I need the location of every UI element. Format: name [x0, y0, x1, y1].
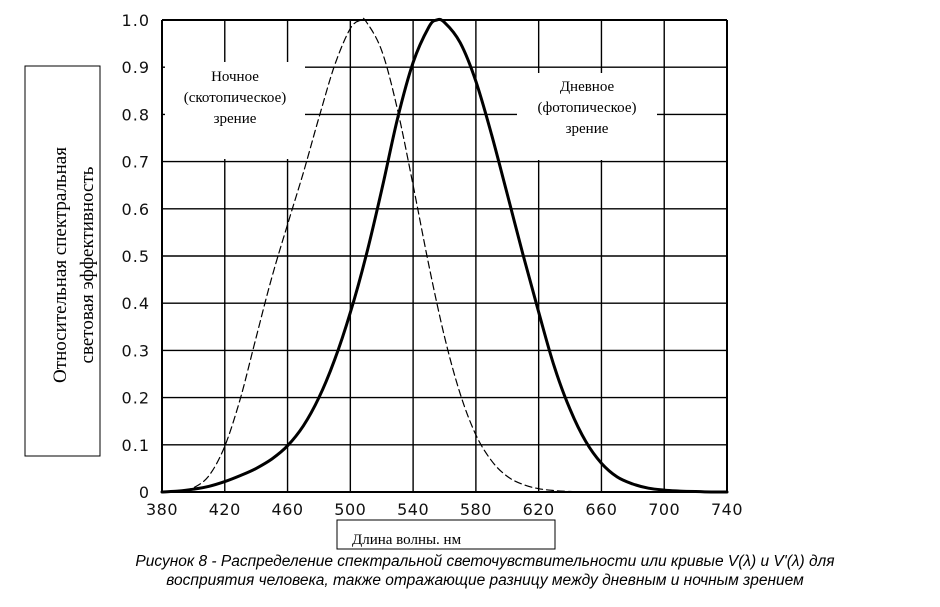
x-tick-label: 540 [397, 500, 429, 519]
scotopic-curve [161, 17, 587, 493]
y-tick-label: 0.4 [122, 294, 150, 313]
y-axis-label-box: Относительная спектральная световая эффе… [24, 65, 101, 457]
x-tick-label: 380 [146, 500, 178, 519]
x-tick-label: 460 [272, 500, 304, 519]
x-tick-label: 700 [648, 500, 680, 519]
photopic-line-1: Дневное [560, 79, 615, 95]
y-tick-label: 0.6 [122, 200, 150, 219]
x-tick-label: 500 [334, 500, 366, 519]
y-tick-labels: 0 0.1 0.2 0.3 0.4 0.5 0.6 0.7 0.8 0.9 1.0 [122, 11, 150, 502]
y-tick-label: 0.7 [122, 153, 150, 172]
y-tick-label: 0.8 [122, 105, 150, 124]
photopic-curve [160, 17, 729, 494]
scotopic-line-2: (скотопическое) [184, 90, 287, 106]
photopic-line-3: зрение [566, 121, 609, 137]
x-tick-labels: 380 420 460 500 540 580 620 660 700 740 [146, 500, 743, 519]
x-tick-label: 420 [209, 500, 241, 519]
photopic-line-2: (фотопическое) [537, 100, 636, 116]
y-tick-label: 0 [139, 483, 150, 502]
y-axis-label-line-2: световая эффективность [77, 166, 98, 363]
scotopic-line-3: зрение [214, 111, 257, 127]
x-axis-label-box: Длина волны. нм [336, 519, 556, 550]
photopic-annotation: Дневное (фотопическое) зрение [517, 73, 657, 160]
y-axis-label-line-1: Относительная спектральная [50, 147, 71, 383]
scotopic-line-1: Ночное [211, 69, 259, 85]
series-layer [160, 17, 729, 494]
caption-line-1: Рисунок 8 - Распределение спектральной с… [135, 553, 835, 570]
x-tick-label: 660 [585, 500, 617, 519]
figure-caption: Рисунок 8 - Распределение спектральной с… [40, 552, 930, 590]
y-tick-label: 0.1 [122, 436, 150, 455]
y-tick-label: 0.5 [122, 247, 150, 266]
y-tick-label: 1.0 [122, 11, 150, 30]
caption-line-2: восприятия человека, также отражающие ра… [166, 572, 804, 589]
x-tick-label: 580 [460, 500, 492, 519]
x-tick-label: 740 [711, 500, 743, 519]
x-axis-label: Длина волны. нм [352, 532, 462, 548]
scotopic-annotation: Ночное (скотопическое) зрение [165, 62, 305, 159]
y-tick-label: 0.3 [122, 341, 150, 360]
grid [161, 19, 728, 493]
y-tick-label: 0.9 [122, 58, 150, 77]
y-tick-label: 0.2 [122, 389, 150, 408]
x-tick-label: 620 [523, 500, 555, 519]
